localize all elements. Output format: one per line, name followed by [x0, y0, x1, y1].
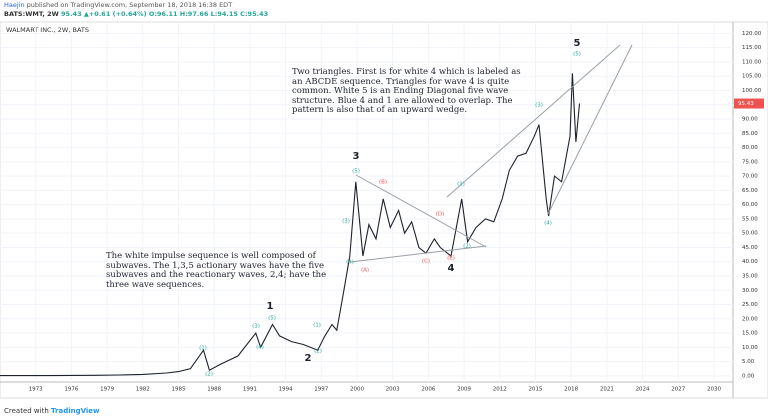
wave-label: (5): [352, 169, 360, 175]
wave-label: (3): [535, 103, 543, 109]
wave-label: (3): [342, 219, 350, 225]
y-tick-label: 115.00: [742, 45, 762, 51]
y-tick-label: 50.00: [742, 231, 758, 237]
x-tick-label: 1994: [279, 387, 293, 393]
wave-label: (4): [256, 345, 264, 351]
x-tick-label: 1982: [136, 387, 150, 393]
wave-label: (1): [457, 182, 465, 188]
y-tick-label: 45.00: [742, 245, 758, 251]
wave-label: (E): [447, 256, 455, 262]
x-tick-label: 2027: [671, 387, 685, 393]
wave-label: (4): [346, 260, 354, 266]
y-tick-label: 30.00: [742, 288, 758, 294]
price: 95.43: [61, 10, 82, 18]
y-tick-label: 5.00: [742, 359, 755, 365]
y-tick-label: 70.00: [742, 174, 758, 180]
y-tick-label: 65.00: [742, 188, 758, 194]
x-tick-label: 1973: [29, 387, 43, 393]
wave-label: (1): [313, 323, 321, 329]
quote: BATS:WMT, 2W 95.43 ▲+0.61 (+0.64%) O:96.…: [4, 10, 268, 18]
wave-label: 3: [353, 151, 360, 162]
trend-line: [446, 44, 621, 198]
chart-title: WALMART INC., 2W, BATS: [6, 26, 89, 34]
y-tick-label: 75.00: [742, 159, 758, 165]
x-tick-label: 1988: [207, 387, 221, 393]
footer-created: Created with: [4, 407, 49, 415]
wave-label: (4): [544, 221, 552, 227]
wave-label: (3): [252, 324, 260, 330]
wave-label: (A): [361, 268, 369, 274]
y-tick-label: 90.00: [742, 117, 758, 123]
wave-label: (2): [314, 349, 322, 355]
y-tick-label: 80.00: [742, 145, 758, 151]
last-price-box: [734, 98, 764, 109]
x-tick-label: 2024: [636, 387, 650, 393]
note: Two triangles. First is for white 4 whic…: [292, 67, 521, 115]
published: published on TradingView.com, September …: [25, 1, 233, 9]
wave-label: (B): [379, 180, 387, 186]
wave-label: (5): [268, 316, 276, 322]
wave-label: 4: [448, 263, 455, 274]
y-tick-label: 110.00: [742, 59, 762, 65]
wave-label: (C): [422, 259, 430, 265]
wave-label: (2): [463, 244, 471, 250]
y-tick-label: 100.00: [742, 88, 762, 94]
symbol: BATS:WMT, 2W: [4, 10, 59, 18]
ohlc: O:96.11 H:97.66 L:94.15 C:95.43: [149, 10, 268, 18]
y-tick-label: 25.00: [742, 302, 758, 308]
x-tick-label: 2003: [386, 387, 400, 393]
y-tick-label: 10.00: [742, 345, 758, 351]
change: ▲+0.61 (+0.64%): [84, 10, 147, 18]
price-line: [0, 73, 581, 377]
x-tick-label: 2006: [421, 387, 435, 393]
wave-label: (1): [199, 346, 207, 352]
grid: [0, 22, 733, 382]
y-tick-label: 105.00: [742, 74, 762, 80]
wave-label: 2: [305, 353, 312, 364]
header: Haejin published on TradingView.com, Sep…: [4, 1, 232, 9]
wave-label: (2): [205, 372, 213, 378]
x-tick-label: 1991: [243, 387, 257, 393]
x-tick-label: 1985: [171, 387, 185, 393]
x-tick-label: 1997: [314, 387, 328, 393]
wave-label: (D): [436, 212, 445, 218]
trend-line: [355, 174, 487, 248]
y-tick-label: 55.00: [742, 216, 758, 222]
x-tick-label: 1976: [64, 387, 78, 393]
x-tick-label: 2000: [350, 387, 364, 393]
y-tick-label: 120.00: [742, 31, 762, 37]
y-tick-label: 85.00: [742, 131, 758, 137]
x-tick-label: 2012: [493, 387, 507, 393]
x-tick-label: 2009: [457, 387, 471, 393]
x-tick-label: 1979: [100, 387, 114, 393]
x-tick-label: 2021: [600, 387, 614, 393]
trend-line: [547, 44, 633, 215]
y-tick-label: 40.00: [742, 259, 758, 265]
trend-lines: [349, 44, 633, 263]
note: The white impulse sequence is well compo…: [106, 251, 327, 290]
footer: Created with TradingView: [4, 407, 100, 415]
wave-label: 1: [267, 301, 274, 312]
x-tick-label: 2018: [564, 387, 578, 393]
y-tick-label: 60.00: [742, 202, 758, 208]
x-tick-label: 2015: [528, 387, 542, 393]
footer-brand[interactable]: TradingView: [51, 407, 100, 415]
y-tick-label: 35.00: [742, 273, 758, 279]
author[interactable]: Haejin: [4, 1, 25, 9]
trend-line: [349, 245, 487, 263]
y-tick-label: 15.00: [742, 331, 758, 337]
frame: [0, 21, 768, 399]
wave-label: (5): [573, 52, 581, 58]
y-tick-label: 20.00: [742, 316, 758, 322]
wave-label: 5: [574, 38, 581, 49]
y-tick-label: 0.00: [742, 373, 755, 379]
x-tick-label: 2030: [707, 387, 721, 393]
last-price-label: 95.43: [738, 101, 754, 107]
